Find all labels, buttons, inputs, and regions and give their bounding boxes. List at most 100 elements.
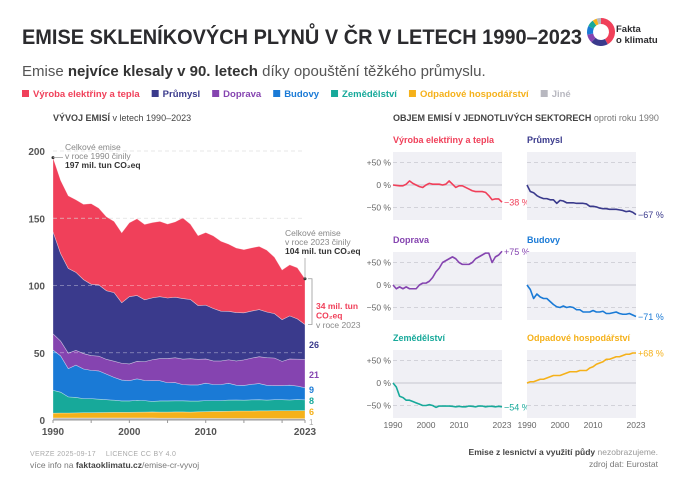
legend: Výroba elektřiny a tepla Průmysl Doprava Bu… [22, 89, 571, 100]
x-tick-label: 2023 [493, 420, 512, 430]
data-source: zdroj dat: Eurostat [589, 459, 659, 469]
panel-vyroba-elektriny-a-tepla: Výroba elektřiny a tepla +50 % 0 % −50 % −38… [367, 135, 530, 220]
logo-segment [591, 37, 608, 46]
stacked-area-chart: 0 50 100 150 200 1990 2000 2010 2023 [28, 147, 316, 438]
logo-text-1: Fakta [616, 24, 642, 35]
y-tick-label: −50 % [367, 303, 392, 313]
subtitle: Emise nejvíce klesaly v 90. letech díky … [22, 63, 486, 80]
legend-label-zemedelstvi: Zemědělství [342, 89, 397, 100]
panel-background [393, 152, 502, 220]
panel-background [527, 152, 636, 220]
x-tick-label: 2000 [118, 427, 141, 438]
end-label-electricity-2: CO₂eq [316, 311, 342, 321]
x-tick-label: 2010 [584, 420, 603, 430]
logo-segment [587, 33, 596, 43]
y-tick-label: 0 % [376, 280, 391, 290]
end-label-buildings: 9 [309, 385, 314, 395]
panel-title: Průmysl [527, 135, 563, 145]
panel-end-label: −67 % [638, 210, 664, 220]
panel-prumysl: Průmysl −67 % [526, 135, 664, 220]
small-multiples-title: OBJEM EMISÍ V JEDNOTLIVÝCH SEKTORECH opr… [393, 112, 659, 123]
x-tick-label: 2023 [627, 420, 646, 430]
logo-segment [596, 18, 602, 25]
annotation-1990-line1: Celkové emise [65, 142, 121, 152]
panel-title: Výroba elektřiny a tepla [393, 135, 495, 145]
legend-swatch-prumysl [151, 90, 159, 97]
x-tick-label: 2023 [294, 427, 317, 438]
panel-end-label: −71 % [638, 312, 664, 322]
y-tick-label: 0 % [376, 378, 391, 388]
y-tick-label: −50 % [367, 203, 392, 213]
logo-segment [588, 20, 597, 29]
end-label-industry: 26 [309, 340, 319, 350]
x-tick-label: 1990 [42, 427, 65, 438]
legend-label-budovy: Budovy [284, 89, 320, 100]
x-tick-label: 2000 [551, 420, 570, 430]
logo-segment [592, 18, 599, 26]
annotation-1990-value: 197 mil. tun CO₂eq [65, 160, 141, 170]
panel-end-label: −54 % [504, 402, 530, 412]
version: VERZE 2025-09-17 [30, 451, 96, 458]
logo: Fakta o klimatu [587, 18, 658, 46]
legend-swatch-zemedelstvi [331, 90, 339, 97]
logo-segment [587, 26, 594, 35]
end-label-waste: 6 [309, 407, 314, 417]
y-tick-label: −50 % [367, 401, 392, 411]
y-tick-label: 100 [28, 282, 45, 293]
legend-swatch-odpadove-hospodarstvi [408, 90, 416, 97]
legend-label-jine: Jiné [552, 89, 571, 100]
y-tick-label: +50 % [367, 356, 392, 366]
panel-title: Doprava [393, 235, 430, 245]
legend-label-vyroba-elektriny-a-tepla: Výroba elektřiny a tepla [33, 89, 140, 100]
end-label-transport: 21 [309, 370, 319, 380]
panel-zemedelstvi: Zemědělství +50 % 0 % −50 % −54 % 1990 2000 201… [367, 333, 530, 430]
panel-end-label: −38 % [504, 198, 530, 208]
panel-background [393, 252, 502, 320]
forestry-note: Emise z lesnictví a využití půdy nezobra… [469, 447, 658, 457]
annotation-2023-value: 104 mil. tun CO₂eq [285, 246, 361, 256]
logo-donut-icon [587, 18, 615, 46]
area-vyroba-elektriny-a-tepla [52, 157, 306, 326]
page-title: EMISE SKLENÍKOVÝCH PLYNŮ V ČR V LETECH 1… [22, 23, 582, 49]
panel-budovy: Budovy −71 % [526, 235, 664, 322]
more-info-link[interactable]: více info na faktaoklimatu.cz/emise-cr-v… [30, 460, 199, 470]
license: LICENCE CC BY 4.0 [106, 451, 176, 458]
x-tick-label: 2000 [417, 420, 436, 430]
x-tick-label: 2010 [195, 427, 218, 438]
annotation-1990-line2: v roce 1990 činily [65, 151, 131, 161]
panel-title: Odpadové hospodářství [527, 333, 631, 343]
panel-doprava: Doprava +50 % 0 % −50 % +75 % [367, 235, 530, 320]
line-zemedelstvi [392, 382, 503, 409]
bracket-electricity [308, 278, 313, 325]
y-tick-label: +50 % [367, 258, 392, 268]
legend-swatch-jine [540, 90, 548, 97]
y-tick-label: 50 [34, 349, 46, 360]
line-doprava [392, 250, 503, 290]
line-budovy [526, 284, 637, 318]
panel-title: Zemědělství [393, 333, 446, 343]
x-tick-label: 1990 [518, 420, 537, 430]
y-tick-label: +50 % [367, 158, 392, 168]
end-label-agriculture: 8 [309, 396, 314, 406]
legend-swatch-doprava [212, 90, 220, 97]
area-chart-title: VÝVOJ EMISÍ v letech 1990–2023 [53, 112, 191, 123]
panel-odpadove-hospodarstvi: Odpadové hospodářství +68 % 1990 2000 2010 20… [518, 333, 664, 430]
end-label-electricity-3: v roce 2023 [316, 320, 361, 330]
panel-background [527, 252, 636, 320]
legend-label-doprava: Doprava [223, 89, 262, 100]
line-prumysl [526, 184, 637, 216]
panel-background [527, 350, 636, 418]
line-vyroba-elektriny-a-tepla [392, 180, 503, 203]
annotation-2023-line1: Celkové emise [285, 228, 341, 238]
legend-label-odpadove-hospodarstvi: Odpadové hospodářství [420, 89, 529, 100]
legend-swatch-budovy [273, 90, 281, 97]
legend-label-prumysl: Průmysl [163, 89, 201, 100]
annotation-2023-line2: v roce 2023 činily [285, 237, 351, 247]
y-tick-label: 0 [39, 416, 45, 427]
logo-text-2: o klimatu [616, 35, 658, 46]
end-label-electricity-1: 34 mil. tun [316, 301, 358, 311]
logo-segment [600, 18, 615, 45]
panel-end-label: +68 % [638, 349, 664, 359]
legend-swatch-vyroba-elektriny-a-tepla [22, 90, 29, 97]
